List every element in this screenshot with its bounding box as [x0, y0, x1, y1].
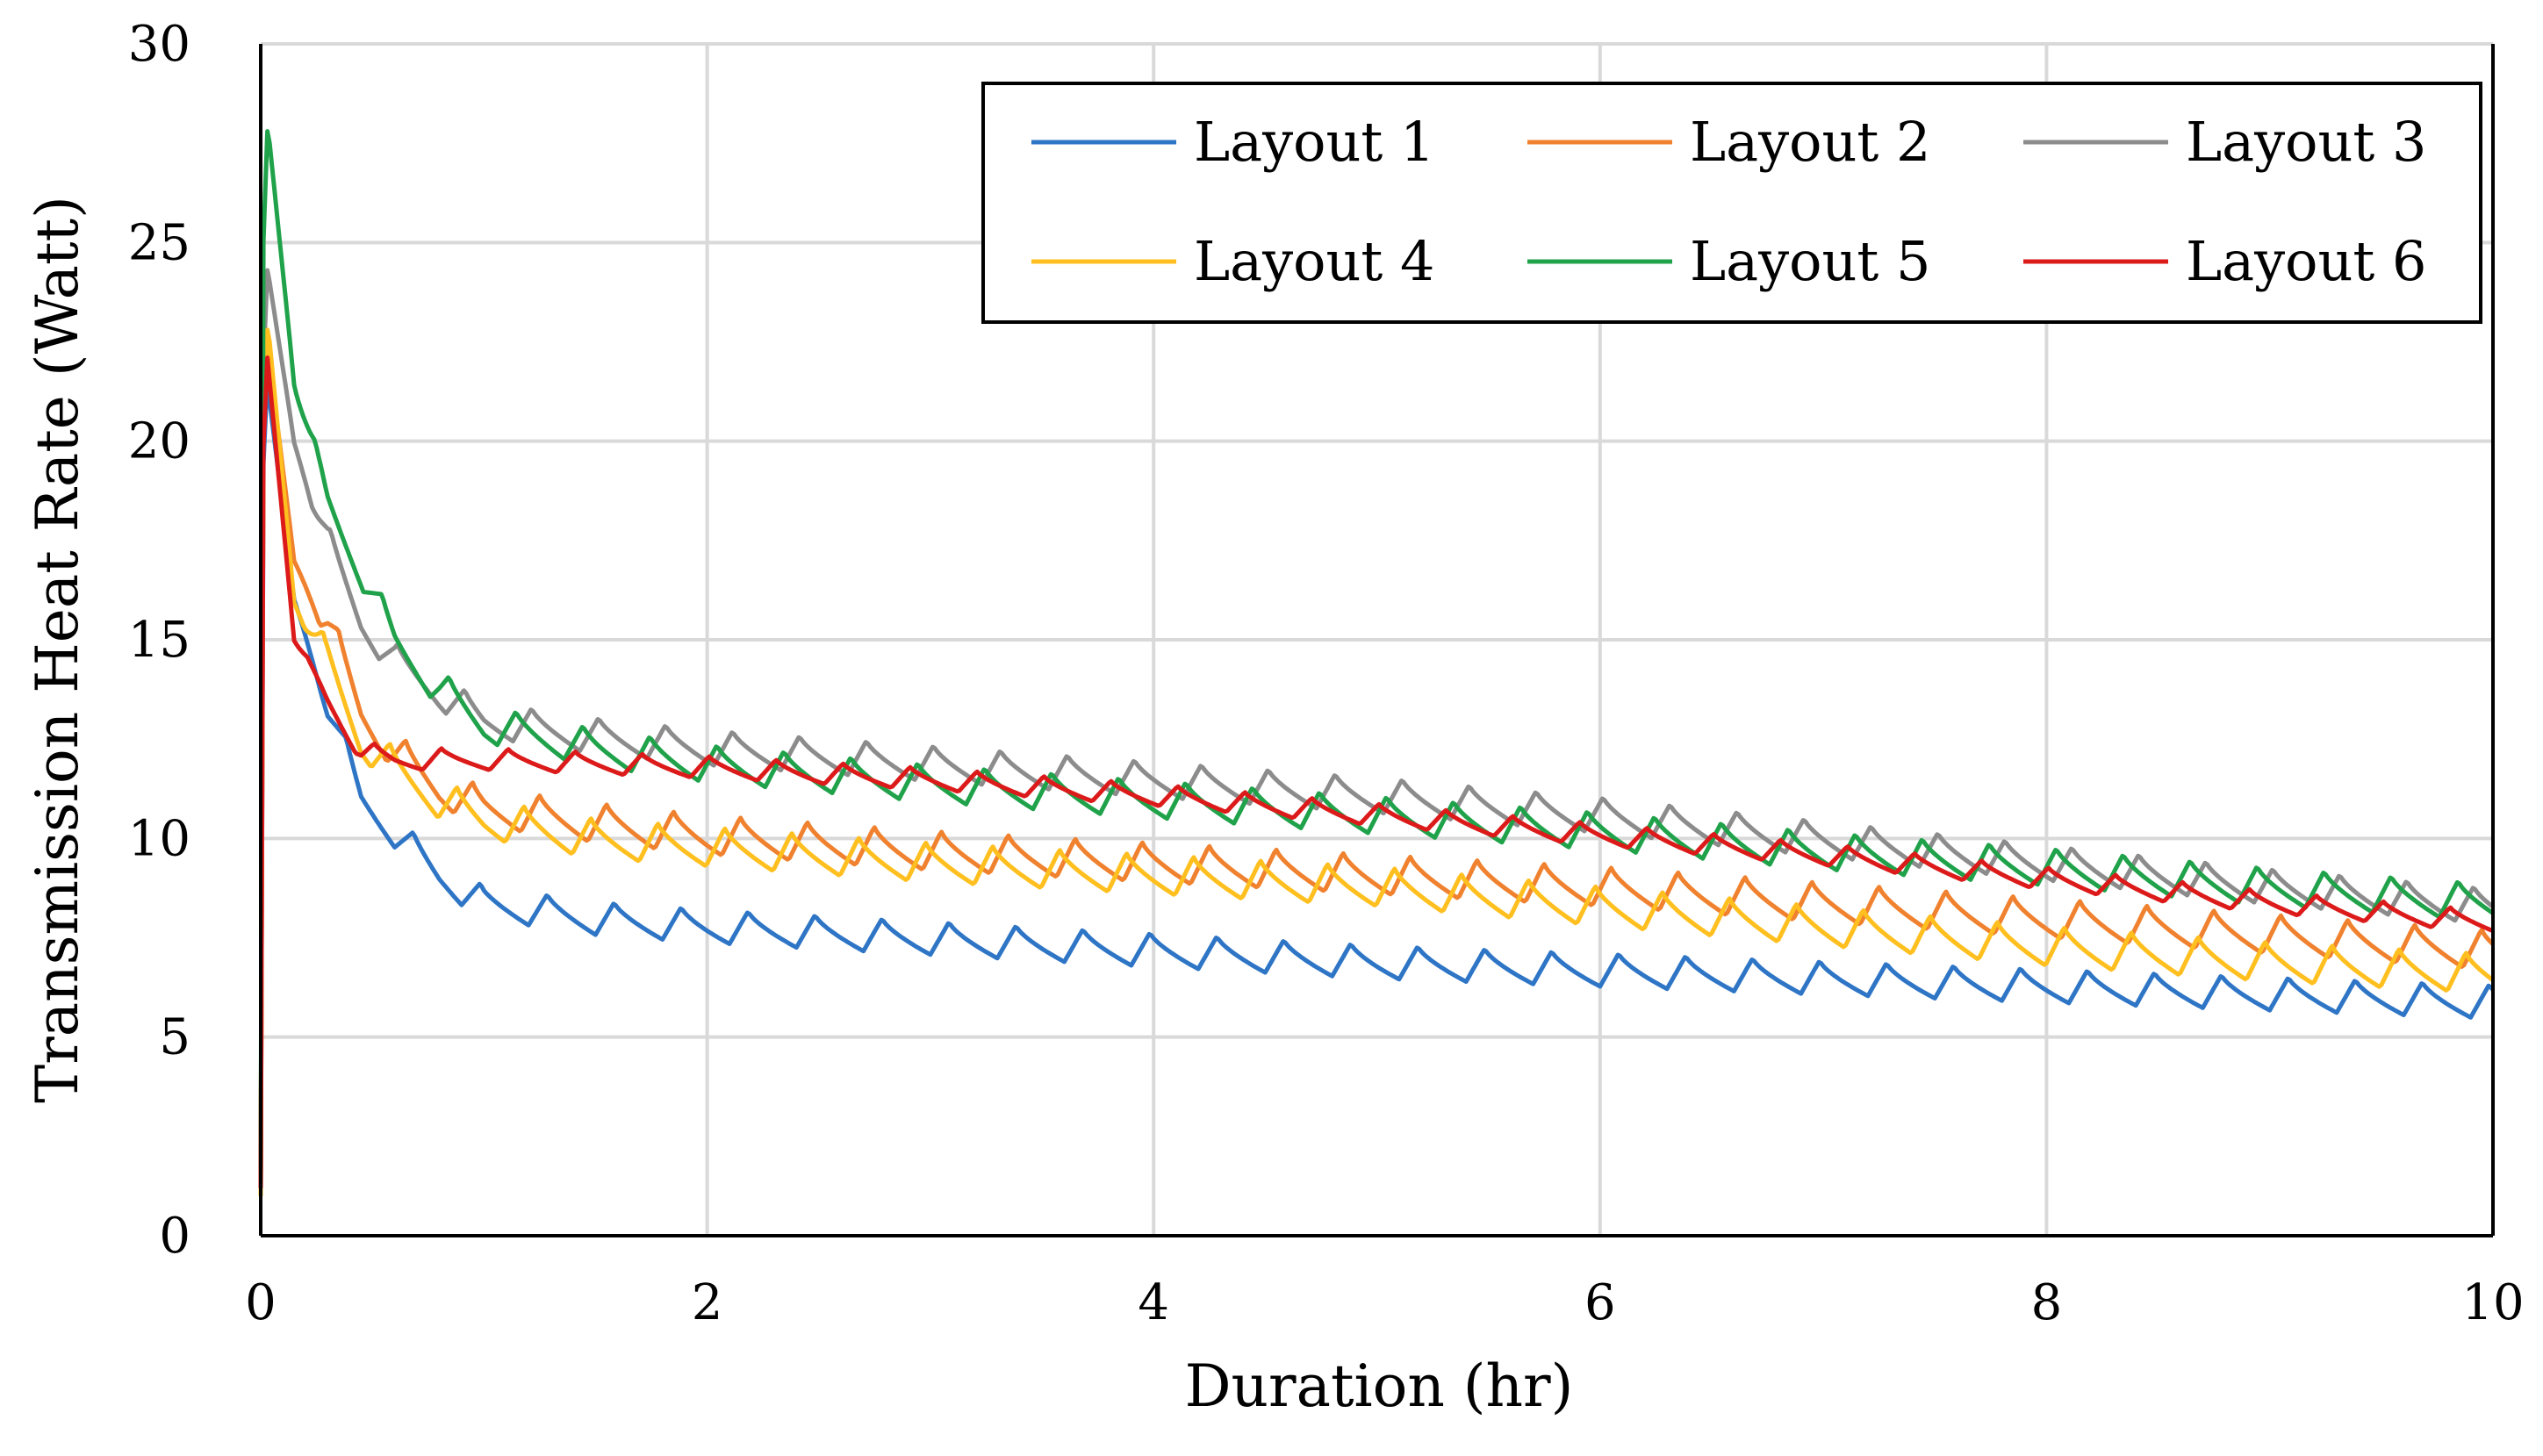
y-tick-label: 10 [128, 810, 190, 867]
series-line-layout-6 [258, 355, 2495, 1188]
y-tick-label: 15 [128, 612, 190, 669]
legend-label-layout-1: Layout 1 [1194, 110, 1435, 174]
legend-label-layout-2: Layout 2 [1690, 110, 1931, 174]
y-tick-label: 20 [128, 413, 190, 470]
legend-label-layout-3: Layout 3 [2186, 110, 2427, 174]
axes [259, 44, 2495, 1237]
y-tick-label: 5 [159, 1009, 190, 1066]
legend-box [981, 82, 2482, 324]
x-tick-label: 4 [1138, 1274, 1169, 1331]
y-tick-label: 25 [128, 214, 190, 271]
legend-label-layout-5: Layout 5 [1690, 229, 1931, 293]
y-tick-label: 30 [128, 16, 190, 73]
x-tick-label: 10 [2461, 1274, 2524, 1331]
x-tick-label: 0 [245, 1274, 277, 1331]
tick-labels: 0 2 4 6 8 10 0 5 10 15 20 25 30 [128, 16, 2525, 1331]
x-axis-title: Duration (hr) [1185, 1352, 1574, 1420]
series-line-layout-2 [258, 335, 2495, 1196]
y-axis-title: Transmission Heat Rate (Watt) [24, 196, 91, 1103]
legend-label-layout-4: Layout 4 [1194, 229, 1435, 293]
series-line-layout-1 [258, 375, 2495, 1196]
legend: Layout 1 Layout 2 Layout 3 Layout 4 Layout 5… [981, 82, 2482, 324]
x-tick-label: 8 [2031, 1274, 2063, 1331]
x-tick-label: 2 [692, 1274, 723, 1331]
y-tick-label: 0 [159, 1208, 190, 1265]
series-line-layout-4 [258, 327, 2495, 1196]
series-lines [258, 129, 2495, 1196]
x-tick-label: 6 [1584, 1274, 1616, 1331]
legend-label-layout-6: Layout 6 [2186, 229, 2427, 293]
